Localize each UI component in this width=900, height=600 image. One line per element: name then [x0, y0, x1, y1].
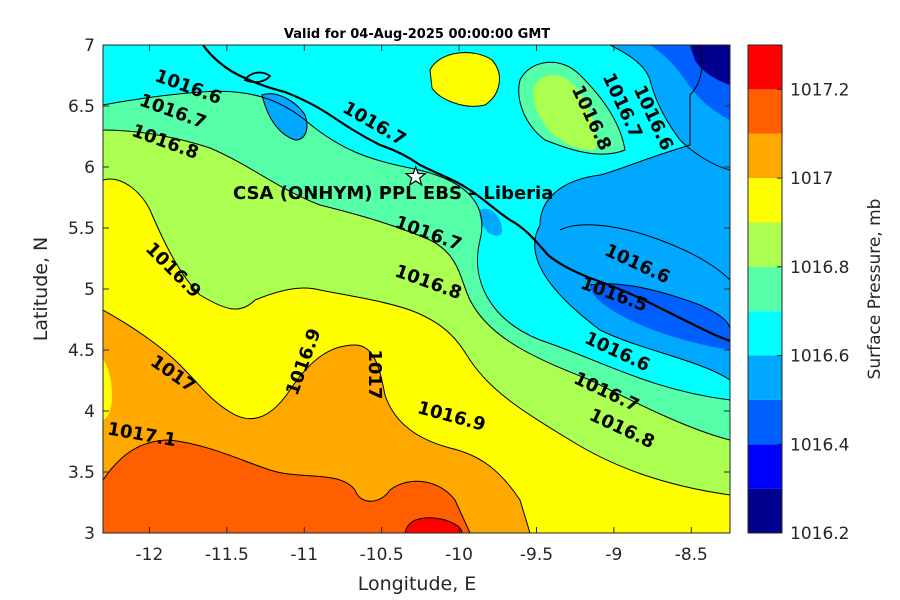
colorbar-swatch: [748, 89, 782, 134]
isobar-1016-9-north-line: [429, 52, 500, 107]
colorbar-tick-label: 1017.2: [790, 80, 849, 100]
y-tick-label: 7: [84, 36, 95, 56]
colorbar-label: Surface Pressure, mb: [865, 199, 885, 380]
contour-band-1016-5-small: [479, 208, 503, 236]
contour-band-1016-9-north: [430, 52, 500, 107]
colorbar-swatch: [748, 266, 782, 312]
isobar-1016-7-north-line: [518, 61, 626, 155]
isobar-1017-0-line: [103, 309, 531, 533]
x-tick-label: -9.5: [520, 545, 553, 565]
colorbar-tick-label: 1016.6: [790, 347, 849, 367]
x-tick-label: -9: [605, 545, 622, 565]
contour-field: [103, 45, 730, 533]
colorbar-swatch: [748, 444, 782, 489]
contour-band-1016-8-north: [533, 74, 597, 150]
x-axis-label: Longitude, E: [358, 573, 477, 595]
isobar-1017-2-line: [404, 517, 463, 533]
isobar-1016-5-nw-line: [261, 93, 308, 141]
colorbar-ticks: 1016.2 1016.4 1016.6 1016.8 1017 1017.2: [777, 80, 849, 544]
contour-band-1016-4-east: [590, 283, 730, 350]
colorbar-swatch: [748, 45, 782, 90]
colorbar-frame: [747, 44, 783, 534]
colorbar-tick-label: 1017: [790, 169, 833, 189]
colorbar-swatch: [748, 311, 782, 356]
contour-band-1017-1: [103, 440, 470, 533]
contour-band-edge-west: [103, 360, 112, 420]
y-tick-label: 4.5: [68, 341, 95, 361]
colorbar-swatch: [748, 488, 782, 533]
colorbar-swatch: [748, 355, 782, 400]
isobar-1017-1-line: [103, 439, 471, 533]
colorbar-tick-label: 1016.4: [790, 435, 849, 455]
coastline-island: [243, 71, 272, 83]
x-tick-label: -12: [136, 545, 164, 565]
coastline: [202, 45, 730, 342]
contour-band-1016-5-nw: [262, 93, 307, 140]
x-tick-label: -10.5: [360, 545, 404, 565]
colorbar-swatch: [748, 399, 782, 445]
contour-label: 1017: [364, 349, 385, 399]
contour-band-1016-3-ne: [690, 45, 730, 85]
y-tick-label: 3.5: [68, 463, 95, 483]
isobar-1016-6-line: [103, 45, 730, 381]
colorbar-swatch: [748, 133, 782, 179]
colorbar-swatch: [748, 178, 782, 223]
x-tick-label: -8.5: [675, 545, 708, 565]
y-tick-label: 6.5: [68, 97, 95, 117]
colorbar-tick-label: 1016.2: [790, 524, 849, 544]
isobar-1016-5-east-line: [559, 224, 730, 281]
x-axis-ticks: -12 -11.5 -11 -10.5 -10 -9.5 -9 -8.5: [136, 45, 708, 565]
x-tick-label: -11.5: [205, 545, 249, 565]
isobar-1016-9-line: [103, 178, 730, 496]
site-label: CSA (ONHYM) PPL EBS – Liberia: [233, 183, 553, 204]
y-tick-label: 5: [84, 280, 95, 300]
y-axis-ticks: 3 3.5 4 4.5 5 5.5 6 6.5 7: [68, 36, 730, 544]
contour-lines: [103, 45, 730, 533]
colorbar-swatch: [748, 222, 782, 267]
isobar-1016-7-line: [103, 90, 730, 401]
isobar-1016-4-east-line: [589, 283, 730, 331]
y-tick-label: 5.5: [68, 219, 95, 239]
y-tick-label: 3: [84, 524, 95, 544]
site-star-icon[interactable]: [404, 165, 427, 187]
x-tick-label: -11: [290, 545, 318, 565]
contour-band-1017-2: [405, 517, 462, 533]
isobar-1016-5-ne-line: [609, 45, 730, 171]
y-tick-label: 6: [84, 158, 95, 178]
site-marker[interactable]: [404, 165, 427, 187]
colorbar-tick-label: 1016.8: [790, 258, 849, 278]
isobar-1016-8-line: [103, 129, 730, 441]
x-tick-label: -10: [445, 545, 473, 565]
figure-title: Valid for 04-Aug-2025 00:00:00 GMT: [284, 27, 550, 42]
colorbar: [748, 45, 782, 533]
y-axis-label: Latitude, N: [30, 237, 52, 342]
y-tick-label: 4: [84, 402, 95, 422]
